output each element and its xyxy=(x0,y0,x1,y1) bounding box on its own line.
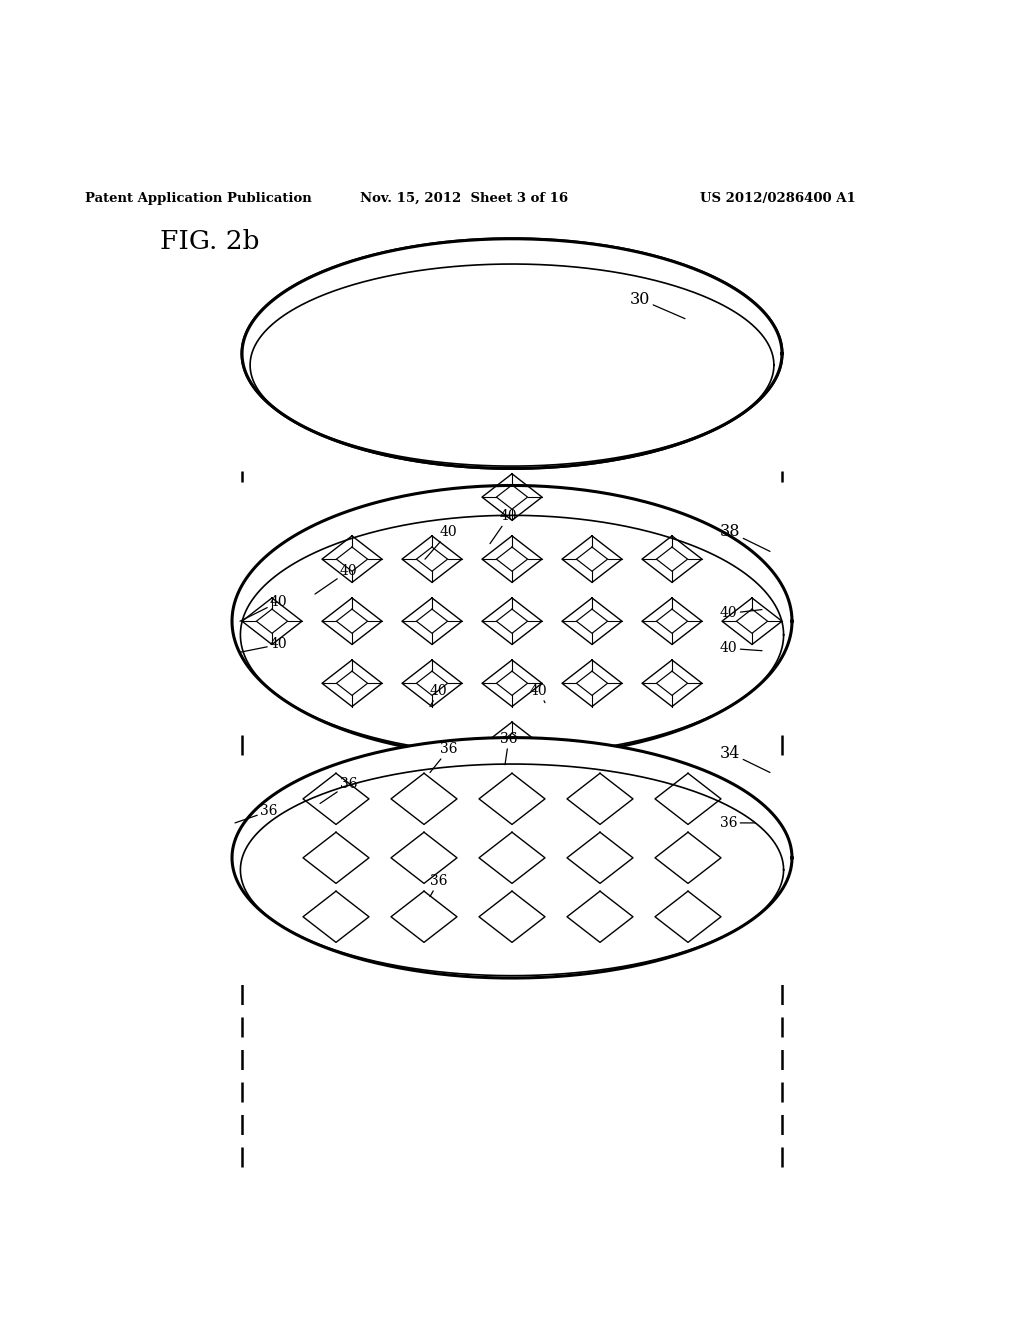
Polygon shape xyxy=(391,832,457,883)
Polygon shape xyxy=(497,671,527,696)
Polygon shape xyxy=(303,891,369,942)
Text: 40: 40 xyxy=(720,642,762,655)
Polygon shape xyxy=(577,546,607,572)
Text: 36: 36 xyxy=(319,777,357,804)
Polygon shape xyxy=(337,609,368,634)
Polygon shape xyxy=(232,486,792,756)
Text: 40: 40 xyxy=(240,595,288,622)
Polygon shape xyxy=(642,598,702,644)
Polygon shape xyxy=(577,671,607,696)
Text: 34: 34 xyxy=(720,744,770,772)
Polygon shape xyxy=(479,891,545,942)
Text: FIG. 2b: FIG. 2b xyxy=(160,228,259,253)
Polygon shape xyxy=(655,832,721,883)
Ellipse shape xyxy=(232,486,792,756)
Polygon shape xyxy=(242,239,782,469)
Text: 40: 40 xyxy=(530,684,548,702)
Polygon shape xyxy=(482,722,542,768)
Polygon shape xyxy=(242,239,782,469)
Text: 40: 40 xyxy=(490,510,517,544)
Ellipse shape xyxy=(232,738,792,978)
Polygon shape xyxy=(482,598,542,644)
Text: 36: 36 xyxy=(234,804,278,822)
Polygon shape xyxy=(497,733,527,758)
Polygon shape xyxy=(577,609,607,634)
Polygon shape xyxy=(482,474,542,520)
Text: 40: 40 xyxy=(240,638,288,652)
Text: 40: 40 xyxy=(315,564,357,594)
Polygon shape xyxy=(232,738,792,978)
Polygon shape xyxy=(256,609,288,634)
Text: US 2012/0286400 A1: US 2012/0286400 A1 xyxy=(700,191,856,205)
Polygon shape xyxy=(303,774,369,825)
Polygon shape xyxy=(402,598,462,644)
Polygon shape xyxy=(391,774,457,825)
Polygon shape xyxy=(242,598,302,644)
Text: 40: 40 xyxy=(430,684,447,706)
Polygon shape xyxy=(642,660,702,706)
Polygon shape xyxy=(497,609,527,634)
Polygon shape xyxy=(337,546,368,572)
Polygon shape xyxy=(655,891,721,942)
Polygon shape xyxy=(479,774,545,825)
Text: Patent Application Publication: Patent Application Publication xyxy=(85,191,311,205)
Polygon shape xyxy=(482,536,542,582)
Polygon shape xyxy=(417,546,447,572)
Polygon shape xyxy=(642,536,702,582)
Polygon shape xyxy=(562,660,622,706)
Text: 36: 36 xyxy=(720,816,755,830)
Polygon shape xyxy=(656,671,687,696)
Text: 38: 38 xyxy=(720,524,770,552)
Text: Nov. 15, 2012  Sheet 3 of 16: Nov. 15, 2012 Sheet 3 of 16 xyxy=(360,191,568,205)
Polygon shape xyxy=(402,660,462,706)
Polygon shape xyxy=(497,484,527,510)
Polygon shape xyxy=(482,660,542,706)
Text: 30: 30 xyxy=(630,290,685,318)
Text: 36: 36 xyxy=(430,874,447,896)
Polygon shape xyxy=(736,609,768,634)
Polygon shape xyxy=(722,598,782,644)
Polygon shape xyxy=(402,536,462,582)
Text: 40: 40 xyxy=(720,606,762,620)
Text: 36: 36 xyxy=(430,742,458,772)
Polygon shape xyxy=(417,609,447,634)
Text: 36: 36 xyxy=(500,733,517,764)
Polygon shape xyxy=(656,609,687,634)
Polygon shape xyxy=(562,598,622,644)
Polygon shape xyxy=(322,660,382,706)
Polygon shape xyxy=(497,546,527,572)
Polygon shape xyxy=(479,832,545,883)
Polygon shape xyxy=(655,774,721,825)
Polygon shape xyxy=(303,832,369,883)
Polygon shape xyxy=(562,536,622,582)
Polygon shape xyxy=(322,598,382,644)
Polygon shape xyxy=(567,891,633,942)
Polygon shape xyxy=(656,546,687,572)
Text: 40: 40 xyxy=(425,525,458,560)
Polygon shape xyxy=(567,774,633,825)
Polygon shape xyxy=(567,832,633,883)
Polygon shape xyxy=(391,891,457,942)
Polygon shape xyxy=(322,536,382,582)
Polygon shape xyxy=(337,671,368,696)
Polygon shape xyxy=(417,671,447,696)
